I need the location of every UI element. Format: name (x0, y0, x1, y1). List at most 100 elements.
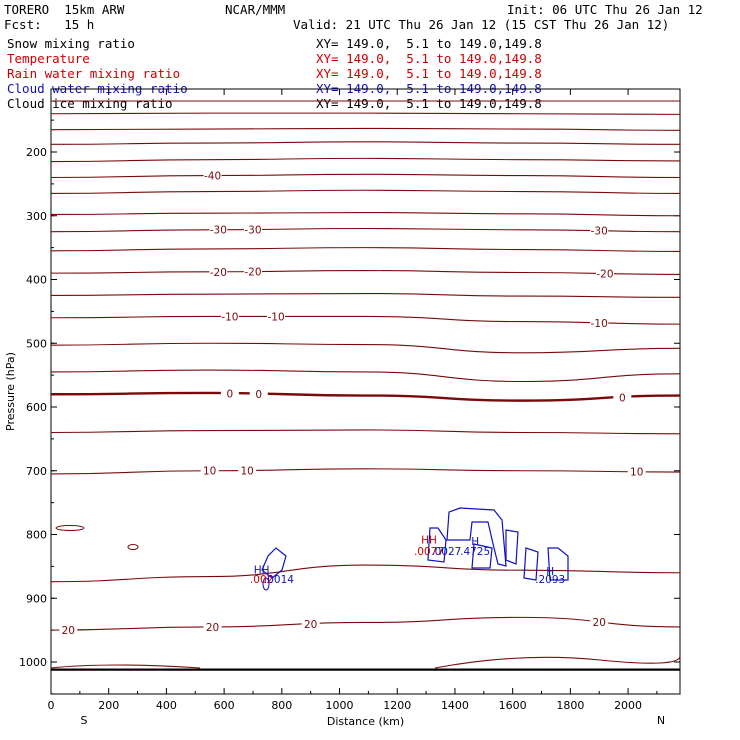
x-tick-label: 1200 (383, 699, 411, 712)
temperature-contour (50, 292, 681, 298)
temperature-contour-label: -10 (221, 311, 238, 323)
cloud-water-contour (446, 507, 507, 567)
x-tick-label: 800 (271, 699, 292, 712)
temperature-contour-label: 10 (203, 466, 216, 478)
temperature-contour-label: 0 (619, 392, 626, 404)
cloud-maximum-value: .002 (250, 574, 273, 586)
plot-frame (50, 88, 681, 695)
forecast-hour: Fcst: 15 h (4, 17, 95, 32)
legend-rain: Rain water mixing ratio (7, 66, 181, 81)
legend-temperature-range: XY= 149.0, 5.1 to 149.0,149.8 (316, 51, 542, 66)
contour-label-bg (59, 623, 78, 636)
temperature-contour (50, 429, 681, 435)
cloud-water-contour (471, 543, 493, 569)
temperature-contour (50, 173, 681, 179)
temperature-contour-label: -30 (210, 225, 227, 237)
south-end-label: S (81, 714, 88, 727)
temperature-contour-label: 0 (227, 388, 234, 400)
temperature-contour-label: -40 (204, 171, 221, 183)
temperature-contour-label: -10 (591, 318, 608, 330)
contour-label-bg (267, 310, 286, 323)
legend-cloud-ice-range: XY= 149.0, 5.1 to 149.0,149.8 (316, 96, 542, 111)
x-tick-label: 1400 (441, 699, 469, 712)
temperature-contour (50, 247, 681, 252)
x-tick-label: 0 (48, 699, 55, 712)
contour-label-bg (220, 387, 239, 400)
model-label: TORERO 15km ARW (4, 2, 125, 17)
cloud-water-contour (505, 529, 519, 565)
y-tick-label: 1000 (19, 656, 47, 669)
temperature-contour (50, 157, 681, 163)
y-tick-label: 500 (26, 337, 47, 350)
y-tick-label: 800 (26, 529, 47, 542)
contour-label-bg (200, 464, 219, 477)
temperature-contour-fragment (127, 544, 139, 550)
cloud-maximum-value: .0027 (431, 546, 461, 558)
temperature-contour (50, 212, 681, 217)
temperature-contour (50, 127, 681, 131)
cloud-maximum-marker: H (546, 566, 554, 578)
x-tick-label: 1600 (499, 699, 527, 712)
temperature-contour-label: -20 (244, 266, 261, 278)
cloud-water-contour (262, 577, 270, 591)
temperature-contour (434, 655, 681, 669)
init-time: Init: 06 UTC Thu 26 Jan 12 (507, 2, 703, 17)
contour-label-bg (243, 265, 262, 278)
temperature-contour-label: 20 (206, 622, 219, 634)
cloud-maximum-marker: HH (421, 535, 437, 547)
y-tick-label: 400 (26, 274, 47, 287)
contour-label-bg (209, 223, 228, 236)
x-tick-label: 400 (156, 699, 177, 712)
temperature-contour (50, 391, 681, 402)
temperature-contour (50, 564, 681, 583)
y-axis-title: Pressure (hPa) (4, 352, 17, 431)
contour-label-bg (301, 618, 320, 631)
temperature-contour (50, 342, 681, 354)
cloud-maximum-value: .0014 (264, 574, 294, 586)
legend-snow: Snow mixing ratio (7, 36, 135, 51)
temperature-contour-label: 20 (593, 617, 606, 629)
legend-temperature: Temperature (7, 51, 90, 66)
contour-label-bg (203, 620, 222, 633)
temperature-contour (50, 664, 201, 669)
contour-label-bg (203, 169, 222, 182)
temperature-contour (50, 112, 681, 115)
contour-label-bg (243, 223, 262, 236)
contour-label-bg (249, 387, 268, 400)
x-tick-label: 1800 (556, 699, 584, 712)
temperature-contour-label: 10 (241, 465, 254, 477)
y-tick-label: 600 (26, 401, 47, 414)
temperature-contour-label: -20 (596, 268, 613, 280)
legend-rain-range: XY= 149.0, 5.1 to 149.0,149.8 (316, 66, 542, 81)
temperature-contour (50, 616, 681, 631)
temperature-contour-label: 20 (62, 625, 75, 637)
cloud-maximum-marker: H (471, 536, 479, 548)
cloud-water-contour (427, 527, 447, 563)
cloud-maximum-value: .4725 (460, 546, 490, 558)
legend-snow-range: XY= 149.0, 5.1 to 149.0,149.8 (316, 36, 542, 51)
contour-label-bg (590, 616, 609, 629)
temperature-contour (50, 315, 681, 325)
temperature-contour-label: -20 (210, 267, 227, 279)
center-label: NCAR/MMM (225, 2, 286, 17)
y-tick-label: 200 (26, 146, 47, 159)
x-tick-label: 2000 (614, 699, 642, 712)
contour-label-bg (590, 316, 609, 329)
temperature-contour (50, 227, 681, 233)
temperature-contour (50, 189, 681, 194)
temperature-contour (50, 270, 681, 275)
temperature-contour (50, 141, 681, 145)
contour-label-bg (627, 465, 646, 478)
temperature-contour (50, 369, 681, 383)
temperature-contour-label: -10 (267, 311, 284, 323)
temperature-contour-label: 0 (255, 389, 262, 401)
north-end-label: N (657, 714, 665, 727)
temperature-contour-label: -30 (244, 224, 261, 236)
x-tick-label: 1000 (326, 699, 354, 712)
temperature-contour-label: 10 (630, 467, 643, 479)
cloud-water-contour (523, 547, 539, 581)
contour-label-bg (220, 310, 239, 323)
legend-cloud-ice: Cloud ice mixing ratio (7, 96, 173, 111)
cloud-water-contour (261, 547, 287, 579)
